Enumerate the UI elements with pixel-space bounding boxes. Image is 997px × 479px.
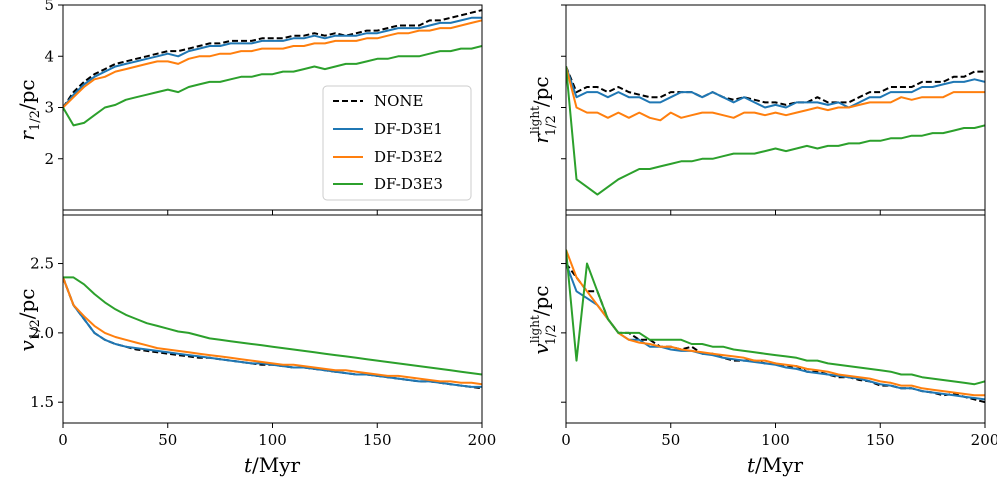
series-df-d3e3-bl	[63, 276, 482, 376]
y-label-tr-unit: /pc	[529, 76, 553, 107]
series-none-tl	[63, 9, 482, 109]
legend: NONE DF-D3E1 DF-D3E2 DF-D3E3	[322, 85, 472, 201]
y-label-bl-sub: 1/2	[28, 319, 43, 340]
x-tick-label-50-bl: 50	[158, 431, 177, 449]
y-label-br-sup: light	[528, 315, 542, 343]
y-tick-label-4-tl: 4	[44, 47, 54, 65]
series-df-d3e1-tr	[566, 66, 985, 109]
y-label-br-var: v	[529, 342, 553, 354]
series-df-d3e2-tl	[63, 19, 482, 109]
legend-label-none: NONE	[374, 92, 424, 110]
panel-top-right-r-half-light	[561, 4, 986, 215]
y-tick-label-2-0-bl: 2.0	[30, 324, 54, 342]
series-df-d3e2-tr	[566, 66, 985, 122]
series-df-d3e3-tl	[63, 45, 482, 127]
x-tick-label-200-bl: 200	[468, 431, 497, 449]
y-label-tl-unit: /pc	[15, 79, 39, 110]
x-tick-label-150-bl: 150	[363, 431, 392, 449]
legend-frame	[322, 85, 472, 201]
y-label-tl-var: r	[15, 130, 39, 141]
x-axis-label-left-var: t	[244, 453, 253, 477]
series-df-d3e2-br	[566, 249, 985, 397]
panel-bottom-right-v-half-light: 0 50 100 150 200	[561, 214, 997, 449]
panel-bottom-left-v-half: 0 50 100 150 200 1.5 2.0 2.5	[30, 214, 497, 449]
legend-label-df-d3e1: DF-D3E1	[374, 120, 443, 138]
y-axis-label-top-left: r1/2/pc	[15, 79, 43, 140]
x-tick-label-200-br: 200	[971, 431, 997, 449]
y-axis-label-bottom-left: v1/2/pc	[15, 289, 43, 352]
y-tick-label-1-5-bl: 1.5	[30, 393, 54, 411]
x-tick-label-100-br: 100	[761, 431, 790, 449]
x-axis-label-right-unit: /Myr	[755, 453, 804, 477]
y-tick-label-2-tl: 2	[44, 150, 54, 168]
x-axis-label-left: t/Myr	[244, 453, 301, 477]
x-tick-label-0-br: 0	[561, 431, 571, 449]
series-df-d3e3-br	[566, 249, 985, 386]
y-label-bl-var: v	[15, 339, 39, 351]
x-tick-label-50-br: 50	[661, 431, 680, 449]
y-tick-label-2-5-bl: 2.5	[30, 255, 54, 273]
y-tick-label-5-tl: 5	[44, 0, 54, 14]
x-tick-label-0-bl: 0	[58, 431, 68, 449]
y-label-br-unit: /pc	[529, 286, 553, 317]
series-df-d3e1-bl	[63, 277, 482, 388]
x-tick-label-150-br: 150	[866, 431, 895, 449]
x-axis-label-right-var: t	[747, 453, 756, 477]
y-label-bl-unit: /pc	[15, 289, 39, 320]
y-label-tr-sub: 1/2	[544, 115, 559, 136]
y-tick-label-3-tl: 3	[44, 99, 54, 117]
series-none-tr	[566, 66, 985, 106]
y-label-tr-var: r	[529, 133, 553, 144]
y-label-tr-sup: light	[528, 106, 542, 134]
legend-label-df-d3e2: DF-D3E2	[374, 148, 443, 166]
panel-top-left-r-half: 2 3 4 5	[44, 0, 483, 215]
series-df-d3e1-br	[566, 263, 985, 401]
series-df-d3e2-bl	[63, 277, 482, 386]
series-df-d3e1-tl	[63, 16, 482, 109]
legend-label-df-d3e3: DF-D3E3	[374, 175, 443, 193]
y-label-br-sub: 1/2	[544, 324, 559, 345]
y-axis-label-bottom-right: vlight 1/2/pc	[528, 286, 559, 355]
x-axis-label-right: t/Myr	[747, 453, 804, 477]
x-tick-label-100-bl: 100	[258, 431, 287, 449]
series-df-d3e3-tr	[566, 66, 985, 196]
y-axis-label-top-right: rlight 1/2/pc	[528, 76, 559, 143]
x-axis-label-left-unit: /Myr	[252, 453, 301, 477]
y-label-tl-sub: 1/2	[28, 110, 43, 131]
